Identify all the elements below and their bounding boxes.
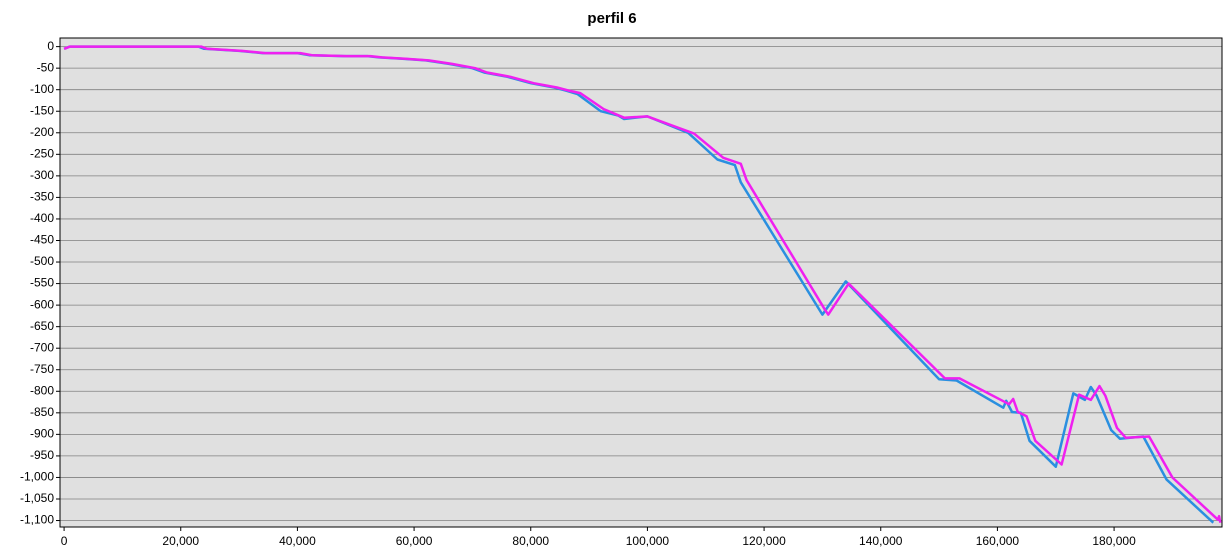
plot-frame: [59, 37, 1223, 528]
y-tick-label: 0: [47, 39, 54, 53]
y-tick-label: -500: [30, 254, 54, 268]
y-tick-label: -950: [30, 448, 54, 462]
x-tick-label: 20,000: [162, 534, 199, 548]
y-tick-label: -1,100: [20, 513, 54, 527]
y-tick-label: -250: [30, 146, 54, 160]
x-tick-label: 40,000: [279, 534, 316, 548]
x-tick-label: 60,000: [396, 534, 433, 548]
y-tick-label: -800: [30, 383, 54, 397]
y-tick-label: -200: [30, 125, 54, 139]
y-tick-label: -650: [30, 319, 54, 333]
x-tick-label: 180,000: [1092, 534, 1136, 548]
y-tick-label: -1,000: [20, 470, 54, 484]
y-tick-label: -50: [37, 60, 55, 74]
x-tick-label: 160,000: [976, 534, 1020, 548]
y-tick-label: -300: [30, 168, 54, 182]
y-tick-label: -550: [30, 276, 54, 290]
y-tick-label: -600: [30, 297, 54, 311]
series-line: [63, 45, 1222, 523]
x-tick-label: 0: [61, 534, 68, 548]
x-tick-label: 100,000: [626, 534, 670, 548]
chart-title: perfil 6: [587, 10, 636, 27]
x-tick-label: 120,000: [742, 534, 786, 548]
y-tick-label: -1,050: [20, 491, 54, 505]
y-tick-label: -700: [30, 340, 54, 354]
y-tick-label: -850: [30, 405, 54, 419]
plot-background: [60, 38, 1222, 527]
y-tick-label: -400: [30, 211, 54, 225]
y-tick-label: -900: [30, 427, 54, 441]
y-tick-label: -350: [30, 190, 54, 204]
y-tick-label: -750: [30, 362, 54, 376]
x-tick-label: 140,000: [859, 534, 903, 548]
y-tick-label: -100: [30, 82, 54, 96]
y-tick-label: -450: [30, 233, 54, 247]
x-tick-label: 80,000: [512, 534, 549, 548]
y-tick-label: -150: [30, 103, 54, 117]
